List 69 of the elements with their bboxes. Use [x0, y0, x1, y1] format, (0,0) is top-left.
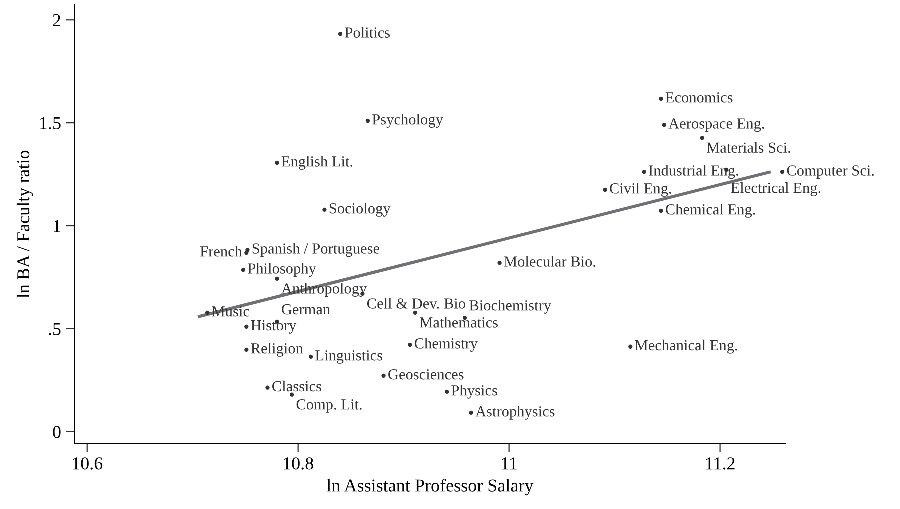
- data-label: Physics: [452, 385, 498, 399]
- data-label: English Lit.: [282, 156, 353, 170]
- point: [308, 354, 314, 360]
- point: [366, 118, 370, 124]
- data-label: Biochemistry: [470, 300, 552, 314]
- point: [662, 123, 666, 128]
- data-label: Aerospace Eng.: [668, 118, 764, 132]
- y-axis-title: ln BA / Faculty ratio: [16, 150, 34, 298]
- data-label: Psychology: [372, 114, 444, 128]
- data-label: Civil Eng.: [610, 183, 672, 197]
- data-label: Chemical Eng.: [666, 204, 756, 218]
- point: [659, 208, 664, 214]
- x-tick-label: 11: [502, 458, 517, 470]
- data-label: Classics: [272, 380, 322, 392]
- point: [338, 32, 343, 36]
- point: [246, 248, 250, 252]
- y-tick-label: 1.5: [40, 117, 61, 130]
- point: [413, 310, 418, 315]
- data-label: Chemistry: [414, 338, 478, 352]
- point: [382, 374, 386, 378]
- point: [498, 260, 502, 266]
- x-axis-title: ln Assistant Professor Salary: [326, 478, 534, 496]
- y-tick-label: 2: [53, 14, 61, 26]
- y-tick-label: 0: [53, 426, 61, 438]
- data-label: Computer Sci.: [787, 166, 874, 179]
- data-label: Philosophy: [248, 263, 316, 278]
- point: [275, 276, 280, 282]
- point: [700, 136, 704, 140]
- data-label: Mathematics: [420, 317, 498, 328]
- point: [780, 170, 785, 174]
- data-label: Cell & Dev. Bio: [367, 298, 466, 309]
- point: [244, 250, 249, 256]
- point: [206, 310, 210, 315]
- data-label: Religion: [251, 343, 304, 357]
- data-label: Geosciences: [388, 369, 464, 380]
- point: [628, 344, 633, 349]
- point: [444, 390, 450, 394]
- point: [603, 188, 608, 192]
- data-label: German: [282, 304, 330, 315]
- x-tick-label: 11.2: [706, 458, 735, 470]
- point: [322, 208, 327, 212]
- y-tick-label: .5: [49, 323, 61, 336]
- data-label: Materials Sci.: [706, 142, 790, 154]
- data-label: Linguistics: [316, 350, 383, 364]
- data-label: Astrophysics: [476, 406, 555, 420]
- data-label: Spanish / Portuguese: [252, 243, 380, 258]
- x-tick-label: 10.8: [284, 458, 314, 470]
- data-label: History: [251, 320, 297, 334]
- point: [244, 348, 249, 352]
- data-label: Economics: [666, 92, 733, 103]
- data-label: French: [200, 246, 242, 257]
- data-label: Electrical Eng.: [731, 182, 821, 196]
- point: [241, 268, 246, 272]
- data-label: Molecular Bio.: [504, 256, 596, 267]
- point: [244, 324, 249, 329]
- data-label: Politics: [345, 27, 390, 38]
- point: [642, 170, 646, 174]
- point: [659, 96, 664, 102]
- data-label: Industrial Eng.: [649, 165, 738, 180]
- point: [275, 160, 280, 166]
- x-tick-label: 10.6: [73, 458, 103, 470]
- point: [266, 386, 270, 390]
- point: [408, 342, 412, 348]
- point: [469, 410, 474, 416]
- y-tick-label: 1: [54, 220, 60, 232]
- data-label: Sociology: [330, 203, 391, 217]
- data-label: Comp. Lit.: [296, 399, 362, 413]
- point: [290, 392, 294, 397]
- data-label: Mechanical Eng.: [635, 340, 738, 354]
